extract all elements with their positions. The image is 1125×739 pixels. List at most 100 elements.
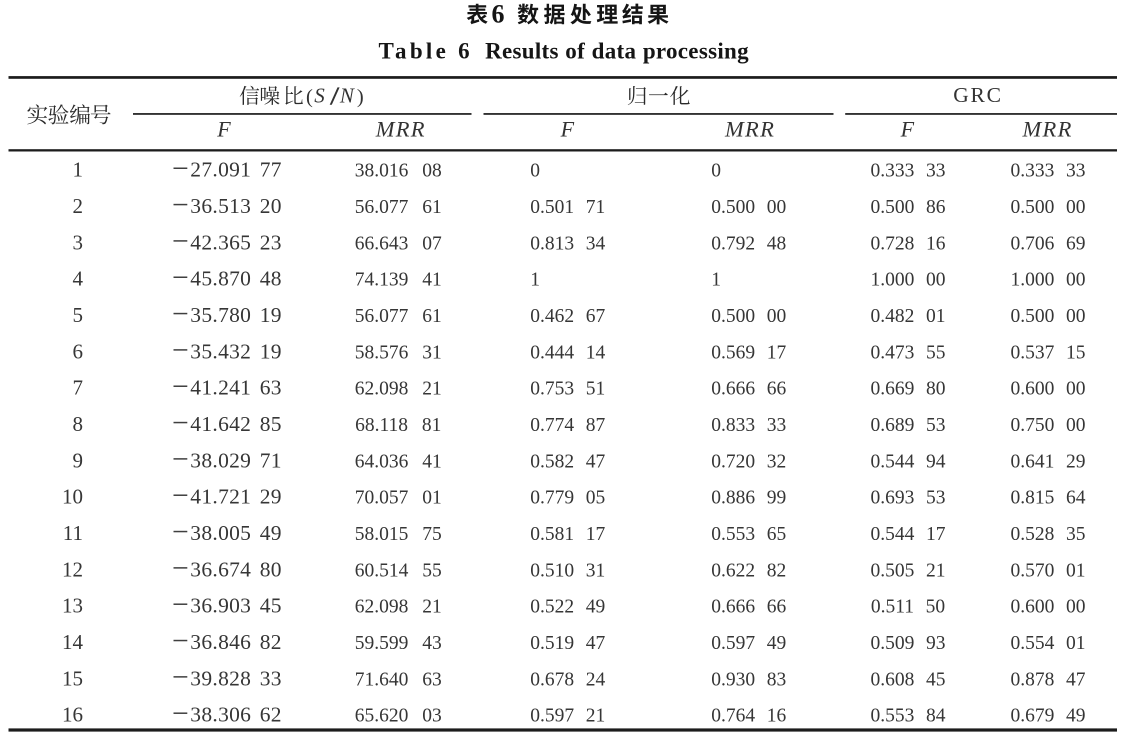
svg-text:35.780 19: 35.780 19 — [190, 303, 281, 327]
svg-text:0.544 94: 0.544 94 — [871, 451, 946, 472]
svg-text:10: 10 — [62, 485, 83, 509]
svg-text:0.500 00: 0.500 00 — [1011, 197, 1086, 218]
svg-text:0.500 00: 0.500 00 — [711, 306, 786, 327]
svg-text:56.077 61: 56.077 61 — [355, 306, 442, 327]
svg-text:0.444 14: 0.444 14 — [530, 342, 605, 363]
svg-text:F: F — [560, 117, 575, 142]
svg-text:0.792 48: 0.792 48 — [711, 233, 786, 254]
svg-text:0.750 00: 0.750 00 — [1011, 415, 1086, 436]
svg-text:0.689 53: 0.689 53 — [871, 415, 946, 436]
svg-text:F: F — [900, 117, 915, 142]
svg-text:1: 1 — [530, 270, 540, 291]
svg-text:0.878 47: 0.878 47 — [1011, 669, 1086, 690]
svg-text:0.473 55: 0.473 55 — [871, 342, 946, 363]
svg-text:MRR: MRR — [1022, 117, 1073, 142]
svg-text:70.057 01: 70.057 01 — [355, 488, 442, 509]
svg-text:GRC: GRC — [953, 83, 1003, 107]
svg-text:74.139 41: 74.139 41 — [355, 270, 442, 291]
svg-text:9: 9 — [73, 448, 84, 472]
svg-text:0.333 33: 0.333 33 — [871, 161, 946, 182]
svg-text:41.241 63: 41.241 63 — [190, 376, 281, 400]
svg-text:1: 1 — [73, 158, 84, 182]
svg-text:S: S — [314, 83, 325, 107]
svg-text:0.774 87: 0.774 87 — [530, 415, 605, 436]
svg-text:0.509 93: 0.509 93 — [871, 633, 946, 654]
svg-text:0.669 80: 0.669 80 — [871, 379, 946, 400]
svg-text:35.432 19: 35.432 19 — [190, 339, 281, 363]
svg-text:11: 11 — [63, 521, 83, 545]
svg-text:0.600 00: 0.600 00 — [1011, 379, 1086, 400]
svg-text:N: N — [339, 83, 355, 107]
svg-text:65.620 03: 65.620 03 — [355, 706, 442, 727]
svg-text:41.721 29: 41.721 29 — [190, 485, 281, 509]
svg-text:64.036 41: 64.036 41 — [355, 451, 442, 472]
svg-text:0.553 65: 0.553 65 — [711, 524, 786, 545]
svg-text:41.642 85: 41.642 85 — [190, 412, 281, 436]
svg-text:39.828 33: 39.828 33 — [190, 666, 281, 690]
svg-text:45.870 48: 45.870 48 — [190, 267, 281, 291]
svg-text:2: 2 — [73, 194, 84, 218]
svg-text:0.815 64: 0.815 64 — [1011, 488, 1086, 509]
svg-text:0.500 00: 0.500 00 — [711, 197, 786, 218]
svg-text:Results of data processing: Results of data processing — [485, 38, 749, 63]
svg-text:36.674 80: 36.674 80 — [190, 557, 281, 581]
svg-text:F: F — [216, 117, 231, 142]
svg-text:59.599 43: 59.599 43 — [355, 633, 442, 654]
svg-text:0.622 82: 0.622 82 — [711, 560, 786, 581]
svg-text:66.643 07: 66.643 07 — [355, 233, 442, 254]
svg-text:0.500 86: 0.500 86 — [871, 197, 946, 218]
svg-text:0.813 34: 0.813 34 — [530, 233, 605, 254]
svg-text:0.779 05: 0.779 05 — [530, 488, 605, 509]
svg-text:0.720 32: 0.720 32 — [711, 451, 786, 472]
svg-text:0.706 69: 0.706 69 — [1011, 233, 1086, 254]
svg-text:0.537 15: 0.537 15 — [1011, 342, 1086, 363]
svg-text:0.482 01: 0.482 01 — [871, 306, 946, 327]
svg-text:0.581 17: 0.581 17 — [530, 524, 605, 545]
svg-text:8: 8 — [73, 412, 84, 436]
svg-text:0.679 49: 0.679 49 — [1011, 706, 1086, 727]
svg-text:0.600 00: 0.600 00 — [1011, 597, 1086, 618]
svg-text:0.500 00: 0.500 00 — [1011, 306, 1086, 327]
svg-text:): ) — [357, 86, 364, 108]
svg-text:0.753 51: 0.753 51 — [530, 379, 605, 400]
svg-text:13: 13 — [62, 594, 83, 618]
svg-text:1.000 00: 1.000 00 — [871, 270, 946, 291]
svg-text:0.764 16: 0.764 16 — [711, 706, 786, 727]
svg-text:5: 5 — [73, 303, 84, 327]
svg-text:62.098 21: 62.098 21 — [355, 597, 442, 618]
svg-text:0.833 33: 0.833 33 — [711, 415, 786, 436]
svg-text:0.608 45: 0.608 45 — [871, 669, 946, 690]
svg-text:6: 6 — [73, 339, 84, 363]
svg-text:(: ( — [306, 86, 313, 108]
svg-text:6: 6 — [492, 0, 505, 29]
svg-text:0.693 53: 0.693 53 — [871, 488, 946, 509]
svg-text:60.514 55: 60.514 55 — [355, 560, 442, 581]
svg-text:0.522 49: 0.522 49 — [530, 597, 605, 618]
svg-text:36.903 45: 36.903 45 — [190, 594, 281, 618]
svg-text:0.462 67: 0.462 67 — [530, 306, 605, 327]
svg-text:0.501 71: 0.501 71 — [530, 197, 605, 218]
svg-text:0.886 99: 0.886 99 — [711, 488, 786, 509]
svg-text:58.576 31: 58.576 31 — [355, 342, 442, 363]
svg-text:42.365 23: 42.365 23 — [190, 230, 281, 254]
svg-text:0.582 47: 0.582 47 — [530, 451, 605, 472]
svg-text:0.728 16: 0.728 16 — [871, 233, 946, 254]
svg-text:0.570 01: 0.570 01 — [1011, 560, 1086, 581]
svg-text:12: 12 — [62, 557, 83, 581]
svg-text:0: 0 — [530, 161, 540, 182]
svg-text:0.519 47: 0.519 47 — [530, 633, 605, 654]
svg-text:38.306 62: 38.306 62 — [190, 703, 281, 727]
svg-text:58.015 75: 58.015 75 — [355, 524, 442, 545]
svg-text:MRR: MRR — [375, 117, 426, 142]
svg-text:56.077 61: 56.077 61 — [355, 197, 442, 218]
svg-text:0.666 66: 0.666 66 — [711, 379, 786, 400]
svg-text:27.091 77: 27.091 77 — [190, 158, 281, 182]
svg-text:0: 0 — [711, 161, 721, 182]
svg-text:38.029 71: 38.029 71 — [190, 448, 281, 472]
svg-text:0.510 31: 0.510 31 — [530, 560, 605, 581]
svg-text:0.528 35: 0.528 35 — [1011, 524, 1086, 545]
svg-text:15: 15 — [62, 666, 83, 690]
svg-text:3: 3 — [73, 230, 84, 254]
svg-text:14: 14 — [62, 630, 84, 654]
svg-text:MRR: MRR — [724, 117, 775, 142]
